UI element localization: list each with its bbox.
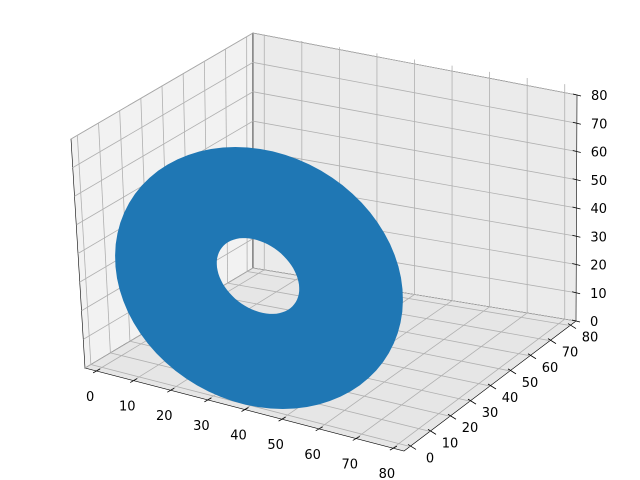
y-tick-label: 20 xyxy=(462,421,479,436)
x-tick-label: 10 xyxy=(119,400,136,415)
y-tick xyxy=(487,383,497,390)
z-tick xyxy=(571,319,581,323)
y-tick xyxy=(507,368,517,375)
x-tick-label: 80 xyxy=(379,467,396,480)
z-tick-label: 50 xyxy=(591,174,608,189)
y-tick-label: 50 xyxy=(522,376,539,391)
y-tick xyxy=(467,398,477,405)
z-tick xyxy=(572,206,581,210)
x-tick xyxy=(352,436,360,441)
x-tick-label: 20 xyxy=(156,409,173,424)
z-tick-label: 70 xyxy=(591,117,608,132)
tick-labels: 0102030405060708001020304050607080010203… xyxy=(86,89,608,480)
tick-marks xyxy=(92,93,582,451)
y-tick xyxy=(567,323,577,329)
y-tick xyxy=(407,444,417,450)
x-tick xyxy=(315,426,323,432)
z-tick-label: 0 xyxy=(590,315,598,330)
x-tick-label: 30 xyxy=(193,419,210,434)
y-tick xyxy=(527,353,537,360)
x-tick-label: 70 xyxy=(342,457,359,472)
z-gridline-left xyxy=(72,62,254,168)
y-tick-label: 10 xyxy=(442,436,459,451)
z-gridline xyxy=(252,150,577,209)
y-tick-label: 70 xyxy=(562,346,579,361)
y-tick xyxy=(427,429,437,435)
x-tick xyxy=(278,416,286,422)
y-tick-label: 40 xyxy=(502,391,519,406)
x-tick-label: 60 xyxy=(304,448,321,463)
z-tick xyxy=(572,178,581,182)
z-tick-label: 10 xyxy=(590,287,607,302)
x-tick xyxy=(241,407,249,412)
x-tick xyxy=(204,397,212,403)
z-tick xyxy=(572,291,581,295)
torus-ring xyxy=(115,147,403,409)
y-tick-label: 80 xyxy=(582,331,599,346)
z-tick xyxy=(572,263,581,266)
x-tick-label: 40 xyxy=(230,429,247,444)
z-tick xyxy=(572,93,582,97)
x-tick xyxy=(130,378,138,383)
x-tick xyxy=(92,368,101,374)
z-tick-label: 60 xyxy=(591,146,608,161)
z-gridline-left xyxy=(70,32,254,140)
z-tick xyxy=(572,121,581,125)
z-gridline xyxy=(252,91,577,152)
z-tick-label: 80 xyxy=(591,89,608,104)
z-gridline xyxy=(252,61,577,124)
z-gridline-left xyxy=(74,91,254,197)
x-tick-label: 0 xyxy=(86,390,94,405)
axes-3d: 0102030405060708001020304050607080010203… xyxy=(70,32,608,480)
x-tick xyxy=(389,445,398,451)
z-tick-label: 20 xyxy=(590,259,607,274)
z-tick xyxy=(572,234,581,238)
y-tick-label: 0 xyxy=(426,451,434,466)
y-tick xyxy=(447,413,457,420)
x-tick-label: 50 xyxy=(267,438,284,453)
x-tick xyxy=(167,387,175,393)
torus-surface xyxy=(115,147,403,409)
z-tick-label: 30 xyxy=(590,230,607,245)
y-tick-label: 60 xyxy=(542,361,559,376)
z-gridline xyxy=(252,32,578,96)
y-tick xyxy=(547,338,557,344)
z-tick-label: 40 xyxy=(591,202,608,217)
z-tick xyxy=(572,150,581,153)
z-gridline xyxy=(252,120,577,181)
y-tick-label: 30 xyxy=(482,406,499,421)
